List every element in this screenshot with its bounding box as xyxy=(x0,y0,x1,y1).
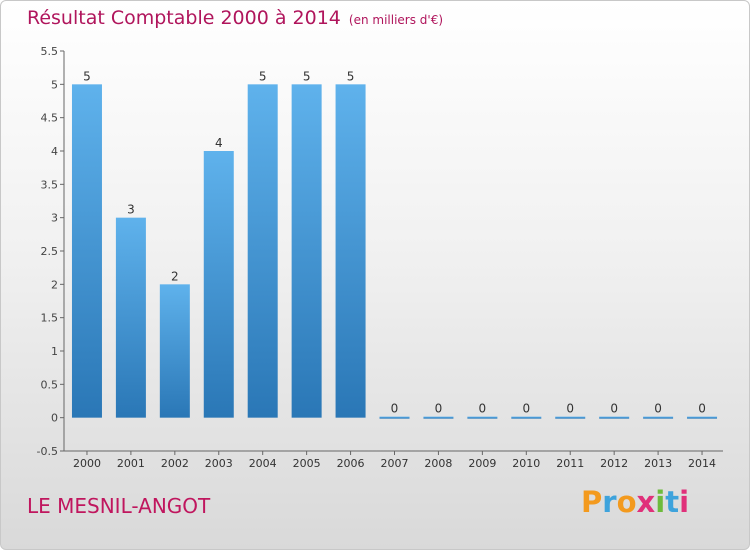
proxiti-logo: Proxiti xyxy=(581,485,689,519)
bar xyxy=(291,84,322,418)
y-tick-label: 4 xyxy=(51,145,58,158)
bar xyxy=(159,284,190,418)
x-tick-label: 2001 xyxy=(117,457,145,470)
y-tick-label: 0.5 xyxy=(41,378,59,391)
x-tick-label: 2008 xyxy=(424,457,452,470)
bar xyxy=(423,416,454,419)
x-tick-label: 2011 xyxy=(556,457,584,470)
bar-value-label: 0 xyxy=(435,402,443,416)
x-tick-label: 2000 xyxy=(73,457,101,470)
y-tick-label: 5.5 xyxy=(41,45,59,58)
chart-title: Résultat Comptable 2000 à 2014 (en millie… xyxy=(27,7,443,29)
bar xyxy=(71,84,102,418)
bar-value-label: 0 xyxy=(610,402,618,416)
bar xyxy=(247,84,278,418)
bar xyxy=(203,151,234,418)
y-tick-label: 0 xyxy=(51,412,58,425)
y-tick-label: -0.5 xyxy=(37,445,58,458)
chart-title-text: Résultat Comptable 2000 à 2014 xyxy=(27,7,341,29)
logo-letter: i xyxy=(655,485,666,519)
bar-value-label: 5 xyxy=(303,69,311,83)
logo-letter: r xyxy=(602,485,617,519)
bar-value-label: 5 xyxy=(83,69,91,83)
y-tick-label: 2 xyxy=(51,278,58,291)
x-tick-label: 2005 xyxy=(293,457,321,470)
x-tick-label: 2014 xyxy=(688,457,716,470)
bar xyxy=(467,416,498,419)
logo-letter: t xyxy=(665,485,680,519)
commune-name: LE MESNIL-ANGOT xyxy=(27,494,211,518)
x-tick-label: 2007 xyxy=(381,457,409,470)
bar-value-label: 0 xyxy=(698,402,706,416)
logo-letter: i xyxy=(679,485,690,519)
chart-subtitle: (en milliers d'€) xyxy=(348,13,444,27)
x-tick-label: 2013 xyxy=(644,457,672,470)
bar-value-label: 0 xyxy=(566,402,574,416)
bar xyxy=(115,217,146,418)
bar xyxy=(599,416,630,419)
x-tick-label: 2004 xyxy=(249,457,277,470)
x-tick-label: 2002 xyxy=(161,457,189,470)
bar-value-label: 2 xyxy=(171,269,179,283)
y-tick-label: 5 xyxy=(51,78,58,91)
y-tick-label: 3 xyxy=(51,212,58,225)
bar xyxy=(379,416,410,419)
bar-value-label: 4 xyxy=(215,136,223,150)
bar-value-label: 0 xyxy=(479,402,487,416)
bar xyxy=(555,416,586,419)
y-tick-label: 3.5 xyxy=(41,178,59,191)
bar-value-label: 0 xyxy=(654,402,662,416)
bar-value-label: 5 xyxy=(347,69,355,83)
y-tick-label: 1.5 xyxy=(41,312,59,325)
logo-letter: x xyxy=(636,485,656,519)
y-tick-label: 1 xyxy=(51,345,58,358)
x-tick-label: 2009 xyxy=(468,457,496,470)
y-tick-label: 2.5 xyxy=(41,245,59,258)
logo-letter: P xyxy=(581,485,603,519)
y-tick-label: 4.5 xyxy=(41,112,59,125)
bar xyxy=(511,416,542,419)
bar-value-label: 3 xyxy=(127,203,135,217)
logo-letter: o xyxy=(616,485,637,519)
bar-value-label: 0 xyxy=(391,402,399,416)
bar xyxy=(335,84,366,418)
bar-value-label: 0 xyxy=(522,402,530,416)
bar xyxy=(643,416,674,419)
x-tick-label: 2003 xyxy=(205,457,233,470)
bar-value-label: 5 xyxy=(259,69,267,83)
x-tick-label: 2006 xyxy=(337,457,365,470)
x-tick-label: 2012 xyxy=(600,457,628,470)
x-tick-label: 2010 xyxy=(512,457,540,470)
bar xyxy=(687,416,718,419)
